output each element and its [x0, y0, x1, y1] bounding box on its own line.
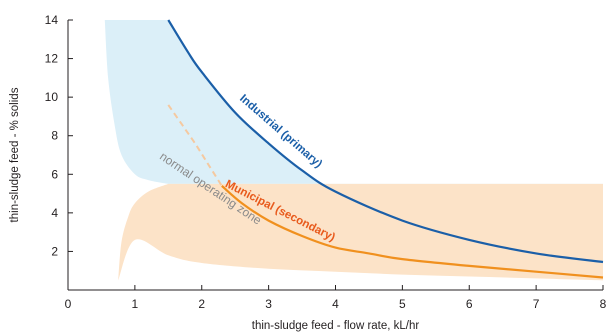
x-tick-label: 8: [600, 297, 607, 311]
y-tick-label: 10: [45, 90, 59, 104]
x-tick-label: 4: [332, 297, 339, 311]
x-tick-label: 1: [132, 297, 139, 311]
x-tick-label: 7: [533, 297, 540, 311]
regions-layer: [104, 20, 604, 281]
y-tick-label: 6: [51, 167, 58, 181]
lines-layer: [167, 19, 604, 279]
y-axis-title: thin-sludge feed - % solids: [9, 87, 21, 222]
y-tick-label: 4: [51, 206, 58, 220]
x-axis-title: thin-sludge feed - flow rate, kL/hr: [252, 320, 420, 332]
x-tick-label: 2: [198, 297, 205, 311]
municipal-dashed-extension: [167, 104, 223, 187]
x-tick-label: 6: [466, 297, 473, 311]
y-tick-label: 12: [45, 52, 59, 66]
y-tick-label: 14: [45, 13, 59, 27]
municipal-secondary-line: [221, 185, 604, 279]
y-tick-label: 2: [51, 244, 58, 258]
x-tick-label: 0: [65, 297, 72, 311]
operating-zone-fill: [118, 183, 603, 281]
x-tick-label: 5: [399, 297, 406, 311]
x-tick-label: 3: [265, 297, 272, 311]
y-tick-label: 8: [51, 129, 58, 143]
industrial-primary-line: [167, 19, 604, 264]
